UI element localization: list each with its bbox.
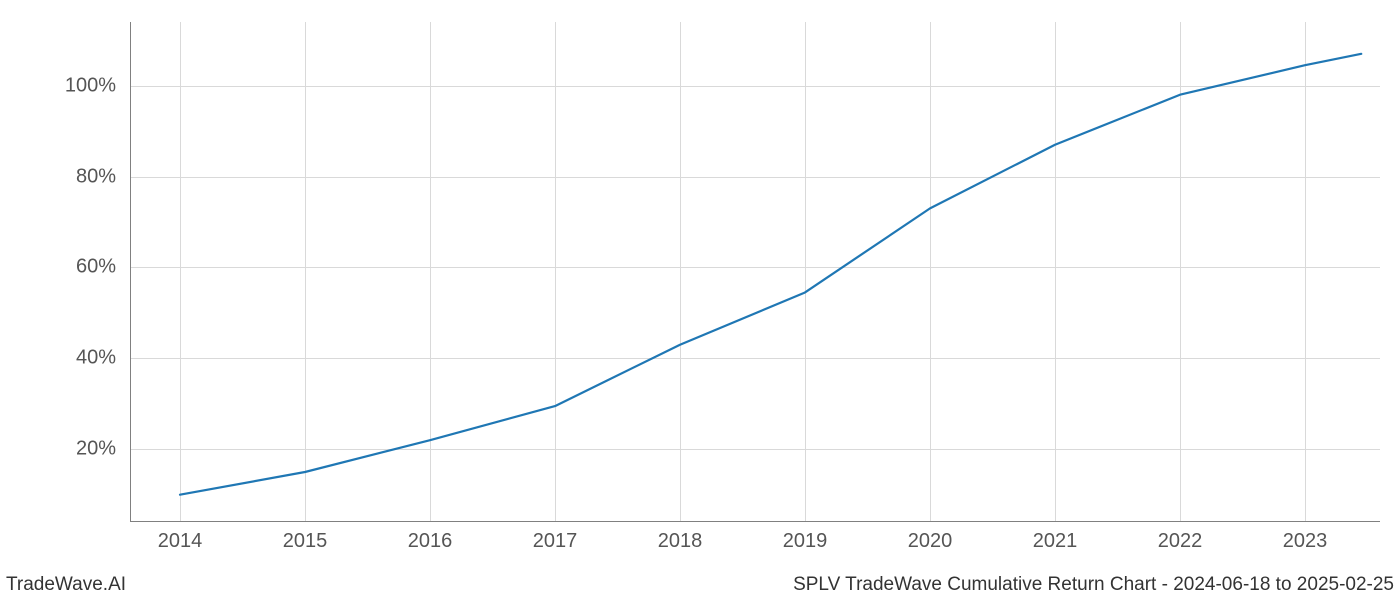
x-tick-label: 2016 xyxy=(408,530,453,553)
x-tick-label: 2014 xyxy=(158,530,203,553)
footer-caption: SPLV TradeWave Cumulative Return Chart -… xyxy=(793,574,1394,596)
y-tick-label: 100% xyxy=(0,74,116,97)
x-tick-label: 2017 xyxy=(533,530,578,553)
x-tick-label: 2023 xyxy=(1283,530,1328,553)
y-tick-label: 60% xyxy=(0,256,116,279)
x-tick-label: 2021 xyxy=(1033,530,1078,553)
x-tick-label: 2020 xyxy=(908,530,953,553)
y-tick-label: 40% xyxy=(0,347,116,370)
series-line-cumulative-return xyxy=(180,54,1361,495)
x-tick-label: 2022 xyxy=(1158,530,1203,553)
x-tick-label: 2018 xyxy=(658,530,703,553)
plot-area xyxy=(130,22,1380,522)
footer-brand: TradeWave.AI xyxy=(6,574,126,596)
y-tick-label: 20% xyxy=(0,438,116,461)
y-tick-label: 80% xyxy=(0,165,116,188)
x-tick-label: 2019 xyxy=(783,530,828,553)
x-tick-label: 2015 xyxy=(283,530,328,553)
chart-svg xyxy=(130,22,1380,522)
chart-container: TradeWave.AI SPLV TradeWave Cumulative R… xyxy=(0,0,1400,600)
